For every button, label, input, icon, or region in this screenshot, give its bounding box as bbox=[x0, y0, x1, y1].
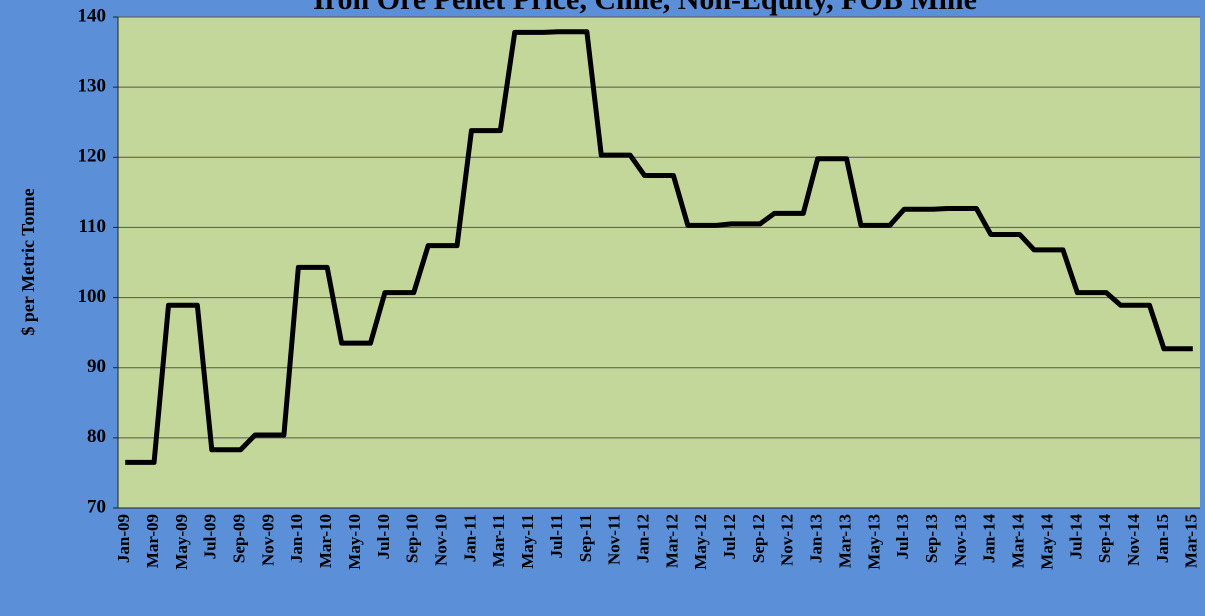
x-tick-label: Jul-11 bbox=[547, 514, 566, 558]
x-tick-label: Nov-12 bbox=[778, 514, 797, 566]
x-tick-label: Sep-13 bbox=[922, 514, 941, 563]
x-tick-label: Jan-14 bbox=[980, 514, 999, 564]
chart-title: Iron Ore Pellet Price, Chile, Non-Equity… bbox=[313, 0, 977, 16]
x-tick-label: Nov-13 bbox=[951, 514, 970, 566]
x-tick-label: Jan-10 bbox=[287, 514, 306, 563]
line bbox=[125, 29, 1193, 465]
y-tick-label: 110 bbox=[79, 216, 106, 237]
x-tick-label: Jan-13 bbox=[807, 514, 826, 563]
x-tick-label: Jul-13 bbox=[893, 514, 912, 559]
x-tick-label: Nov-09 bbox=[258, 514, 277, 566]
x-tick-label: Nov-14 bbox=[1124, 514, 1143, 566]
x-tick-label: May-14 bbox=[1037, 514, 1056, 570]
x-tick-label: Mar-14 bbox=[1009, 514, 1028, 569]
x-tick-label: Sep-10 bbox=[403, 514, 422, 563]
plot-area bbox=[118, 17, 1200, 508]
x-tick-label: Sep-12 bbox=[749, 514, 768, 563]
x-tick-label: Mar-15 bbox=[1182, 514, 1201, 568]
x-tick-label: Mar-12 bbox=[662, 514, 681, 568]
y-tick-label: 120 bbox=[78, 146, 107, 167]
x-tick-label: Nov-11 bbox=[605, 514, 624, 565]
y-tick-label: 140 bbox=[78, 5, 107, 26]
x-tick-label: May-10 bbox=[345, 514, 364, 570]
x-tick-label: May-13 bbox=[864, 514, 883, 570]
x-tick-label: Mar-09 bbox=[143, 514, 162, 568]
x-tick-label: Nov-10 bbox=[432, 514, 451, 566]
x-tick-label: Mar-11 bbox=[489, 514, 508, 567]
x-tick-label: Sep-11 bbox=[576, 514, 595, 562]
x-tick-label: May-09 bbox=[172, 514, 191, 570]
x-tick-label: May-11 bbox=[518, 514, 537, 569]
y-tick-label: 70 bbox=[87, 496, 106, 517]
x-tick-label: Jul-12 bbox=[720, 514, 739, 559]
y-tick-label: 130 bbox=[78, 76, 107, 97]
y-tick-label: 90 bbox=[87, 356, 106, 377]
x-tick-label: Jul-09 bbox=[201, 514, 220, 559]
y-tick-label: 100 bbox=[78, 286, 107, 307]
x-tick-label: Jan-15 bbox=[1153, 514, 1172, 563]
x-tick-label: Sep-14 bbox=[1095, 514, 1114, 564]
x-tick-label: Jan-09 bbox=[114, 514, 133, 563]
x-tick-label: Sep-09 bbox=[230, 514, 249, 563]
x-tick-label: May-12 bbox=[691, 514, 710, 570]
y-tick-label: 80 bbox=[87, 426, 106, 447]
x-tick-label: Mar-10 bbox=[316, 514, 335, 568]
x-tick-label: Mar-13 bbox=[835, 514, 854, 568]
y-axis-label: $ per Metric Tonne bbox=[18, 188, 38, 335]
x-tick-label: Jan-12 bbox=[633, 514, 652, 563]
x-tick-label: Jul-14 bbox=[1066, 514, 1085, 560]
x-tick-label: Jan-11 bbox=[460, 514, 479, 562]
x-tick-label: Jul-10 bbox=[374, 514, 393, 559]
